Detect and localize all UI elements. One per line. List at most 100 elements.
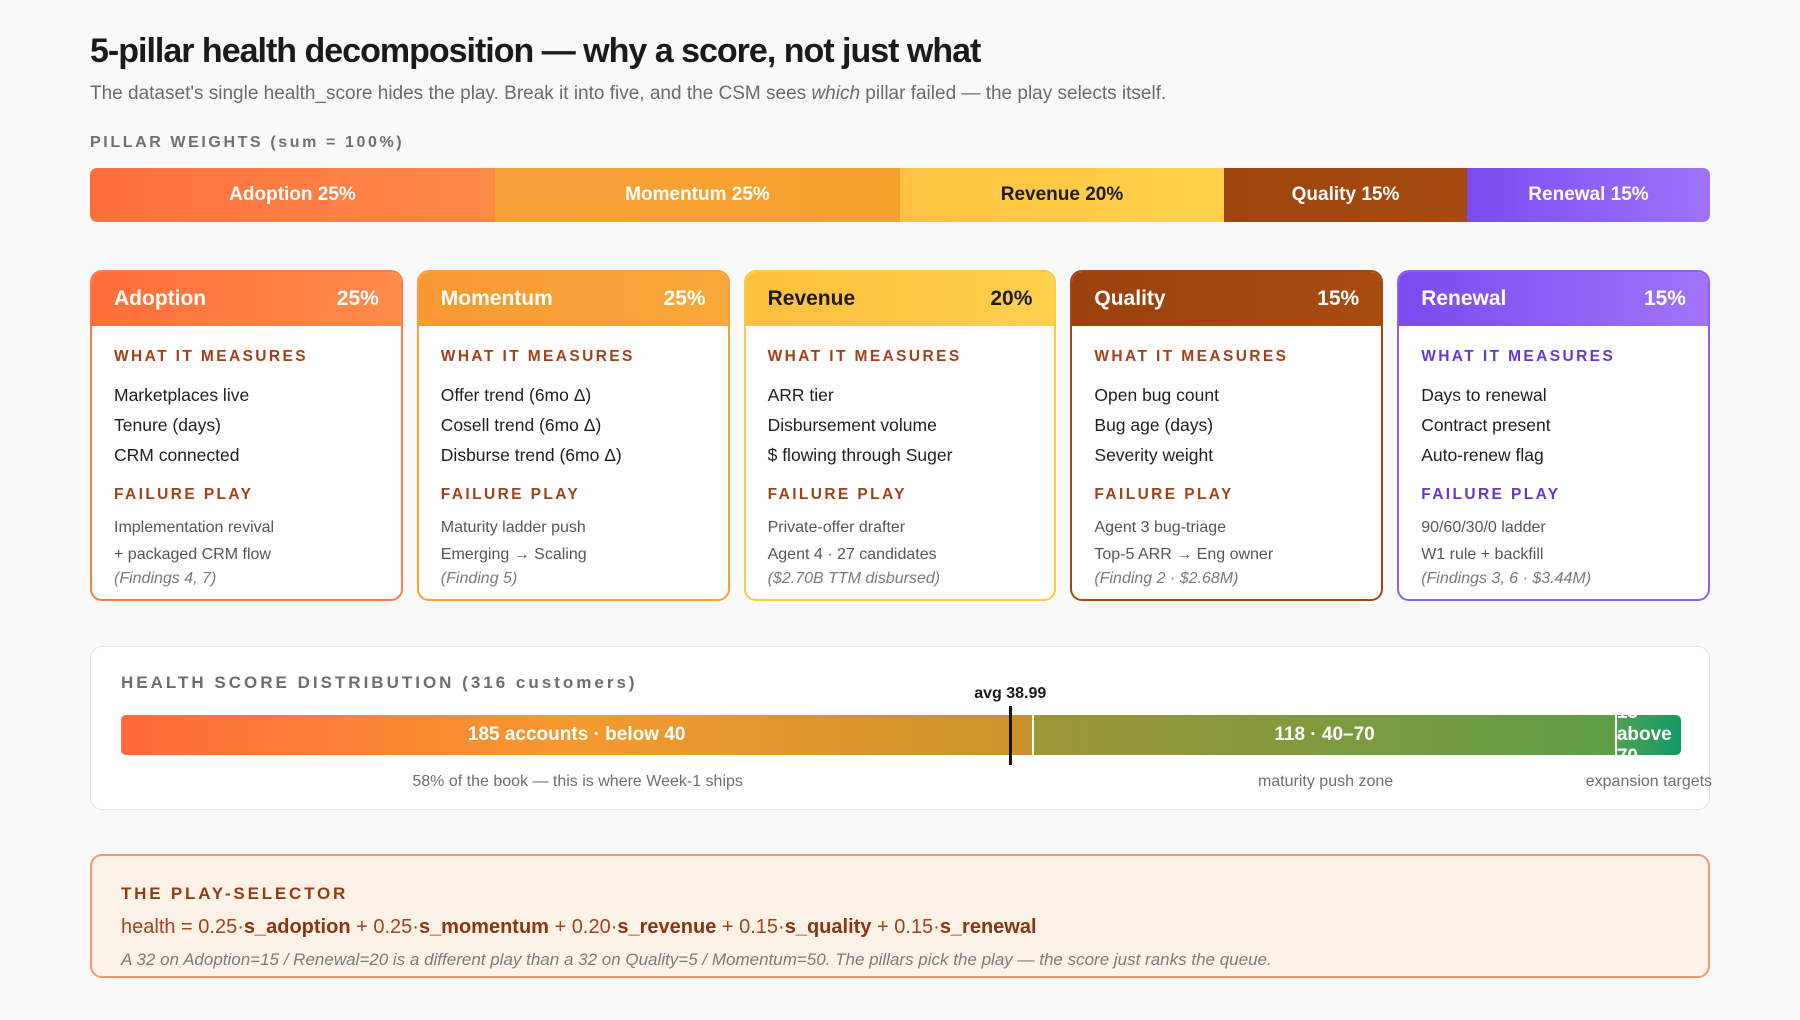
health-distribution-label: HEALTH SCORE DISTRIBUTION (316 customers… xyxy=(121,673,638,692)
formula-coefficient: + 0.25· xyxy=(350,916,419,938)
formula-term: s_renewal xyxy=(939,916,1037,938)
pillar-weight: 20% xyxy=(990,287,1033,310)
average-marker-label: avg 38.99 xyxy=(974,685,1047,702)
measures-list: Days to renewal Contract present Auto-rene… xyxy=(1421,380,1686,470)
distribution-caption: 58% of the book — this is where Week-1 s… xyxy=(412,773,743,790)
pillar-card-header: Revenue 20% xyxy=(745,272,1055,326)
play-selector-note: A 32 on Adoption=15 / Renewal=20 is a di… xyxy=(121,950,1272,969)
measures-label: WHAT IT MEASURES xyxy=(114,348,308,365)
measure-item: Offer trend (6mo Δ) xyxy=(440,385,592,405)
page-title: 5-pillar health decomposition — why a sc… xyxy=(90,32,981,70)
pillar-name: Revenue xyxy=(767,287,856,310)
pillar-card-header: Adoption 25% xyxy=(92,272,401,326)
failure-play-label: FAILURE PLAY xyxy=(767,486,907,503)
measure-item: $ flowing through Suger xyxy=(767,445,953,465)
failure-play-label: FAILURE PLAY xyxy=(440,486,581,503)
play-selector-panel: THE PLAY-SELECTOR health = 0.25·s_adopti… xyxy=(90,854,1710,978)
pillar-weights-bar: Adoption 25% Momentum 25% Revenue 20% Quali… xyxy=(90,168,1710,222)
measure-item: Cosell trend (6mo Δ) xyxy=(440,415,602,435)
subtitle-emphasis: which xyxy=(811,83,861,104)
distribution-segment: 185 accounts · below 40 xyxy=(121,715,1035,755)
failure-play-item: Agent 4 · 27 candidates xyxy=(767,546,937,563)
formula-term: s_revenue xyxy=(617,916,717,938)
weight-segment: Renewal 15% xyxy=(1467,168,1710,222)
pillar-card-header: Renewal 15% xyxy=(1399,272,1708,326)
pillar-weight: 15% xyxy=(1317,287,1360,310)
pillar-weight: 15% xyxy=(1643,287,1686,310)
failure-play-label: FAILURE PLAY xyxy=(114,486,254,503)
pillar-name: Adoption xyxy=(114,287,207,310)
failure-play-label: FAILURE PLAY xyxy=(1421,486,1561,503)
weight-segment: Revenue 20% xyxy=(900,168,1224,222)
weight-segment: Quality 15% xyxy=(1224,168,1467,222)
formula-term: s_quality xyxy=(784,916,872,938)
finding-reference: (Findings 3, 6 · $3.44M) xyxy=(1421,570,1592,587)
formula-coefficient: + 0.15· xyxy=(716,916,785,938)
measures-list: Offer trend (6mo Δ) Cosell trend (6mo Δ) D… xyxy=(441,380,706,470)
pillar-card-body: WHAT IT MEASURES Open bug count Bug age (d… xyxy=(1072,326,1381,599)
failure-play-item: Maturity ladder push xyxy=(440,519,586,536)
distribution-caption: maturity push zone xyxy=(1257,773,1394,790)
pillar-card-body: WHAT IT MEASURES Offer trend (6mo Δ) Cosel… xyxy=(419,326,728,599)
subtitle-text-before: The dataset's single health_score hides … xyxy=(90,83,812,104)
pillar-card-body: WHAT IT MEASURES ARR tier Disbursement vol… xyxy=(746,326,1055,599)
pillar-card-renewal: Renewal 15% WHAT IT MEASURES Days to renewa… xyxy=(1397,270,1710,601)
measures-label: WHAT IT MEASURES xyxy=(440,348,635,365)
measure-item: Contract present xyxy=(1421,415,1551,435)
finding-reference: ($2.70B TTM disbursed) xyxy=(767,570,941,587)
measure-item: CRM connected xyxy=(114,445,240,465)
play-selector-label: THE PLAY-SELECTOR xyxy=(121,884,349,903)
subtitle-text-after: pillar failed — the play selects itself. xyxy=(860,83,1167,104)
failure-play-item: Implementation revival xyxy=(114,519,275,536)
measure-item: Disbursement volume xyxy=(767,415,937,435)
measures-label: WHAT IT MEASURES xyxy=(767,348,962,365)
pillar-name: Renewal xyxy=(1421,287,1507,310)
measures-label: WHAT IT MEASURES xyxy=(1421,348,1616,365)
page-subtitle: The dataset's single health_score hides … xyxy=(90,83,1166,105)
pillar-card-header: Quality 15% xyxy=(1072,272,1382,326)
pillar-weight: 25% xyxy=(336,287,379,310)
failure-play-item: W1 rule + backfill xyxy=(1421,546,1544,563)
measure-item: Bug age (days) xyxy=(1094,415,1214,435)
formula-term: s_momentum xyxy=(418,916,549,938)
weight-segment: Adoption 25% xyxy=(90,168,495,222)
pillar-card-body: WHAT IT MEASURES Marketplaces live Tenure … xyxy=(92,326,401,599)
health-formula: health = 0.25·s_adoption + 0.25·s_moment… xyxy=(121,916,1037,939)
formula-term: s_adoption xyxy=(243,916,351,938)
pillar-card-body: WHAT IT MEASURES Days to renewal Contract … xyxy=(1399,326,1708,599)
pillar-card-header: Momentum 25% xyxy=(418,272,728,326)
pillar-weight: 25% xyxy=(663,287,706,310)
formula-coefficient: health = 0.25· xyxy=(121,916,244,938)
average-marker-line xyxy=(1009,706,1013,765)
pillar-card-momentum: Momentum 25% WHAT IT MEASURES Offer trend (… xyxy=(416,270,730,601)
failure-play-item: + packaged CRM flow xyxy=(114,546,271,563)
failure-play-item: Emerging → Scaling xyxy=(440,546,587,563)
measure-item: Open bug count xyxy=(1094,385,1219,405)
measure-item: Severity weight xyxy=(1094,445,1214,465)
measure-item: Days to renewal xyxy=(1421,385,1547,405)
measure-item: Marketplaces live xyxy=(114,385,250,405)
failure-play-item: Agent 3 bug-triage xyxy=(1094,519,1227,536)
finding-reference: (Findings 4, 7) xyxy=(114,570,217,587)
pillar-name: Momentum xyxy=(440,287,553,310)
failure-play-item: 90/60/30/0 ladder xyxy=(1421,519,1546,536)
weight-segment: Momentum 25% xyxy=(495,168,900,222)
pillar-cards: Adoption 25% WHAT IT MEASURES Marketplaces … xyxy=(90,270,1710,601)
finding-reference: (Finding 2 · $2.68M) xyxy=(1094,570,1239,587)
pillar-weights-label: PILLAR WEIGHTS (sum = 100%) xyxy=(90,134,405,151)
formula-coefficient: + 0.20· xyxy=(548,916,618,938)
measure-item: Tenure (days) xyxy=(114,415,221,435)
measures-label: WHAT IT MEASURES xyxy=(1094,348,1289,365)
pillar-card-quality: Quality 15% WHAT IT MEASURES Open bug count… xyxy=(1070,270,1384,601)
pillar-name: Quality xyxy=(1094,287,1166,310)
measures-list: ARR tier Disbursement volume $ flowing thr… xyxy=(768,380,1033,470)
health-distribution-panel: HEALTH SCORE DISTRIBUTION (316 customers… xyxy=(90,646,1712,810)
distribution-segment: 118 · 40–70 xyxy=(1034,715,1617,755)
finding-reference: (Finding 5) xyxy=(440,570,518,587)
failure-play-label: FAILURE PLAY xyxy=(1094,486,1234,503)
measure-item: Auto-renew flag xyxy=(1421,445,1544,465)
pillar-card-adoption: Adoption 25% WHAT IT MEASURES Marketplaces … xyxy=(90,270,403,601)
pillar-card-revenue: Revenue 20% WHAT IT MEASURES ARR tier Disbur… xyxy=(743,270,1057,601)
measure-item: ARR tier xyxy=(767,385,834,405)
